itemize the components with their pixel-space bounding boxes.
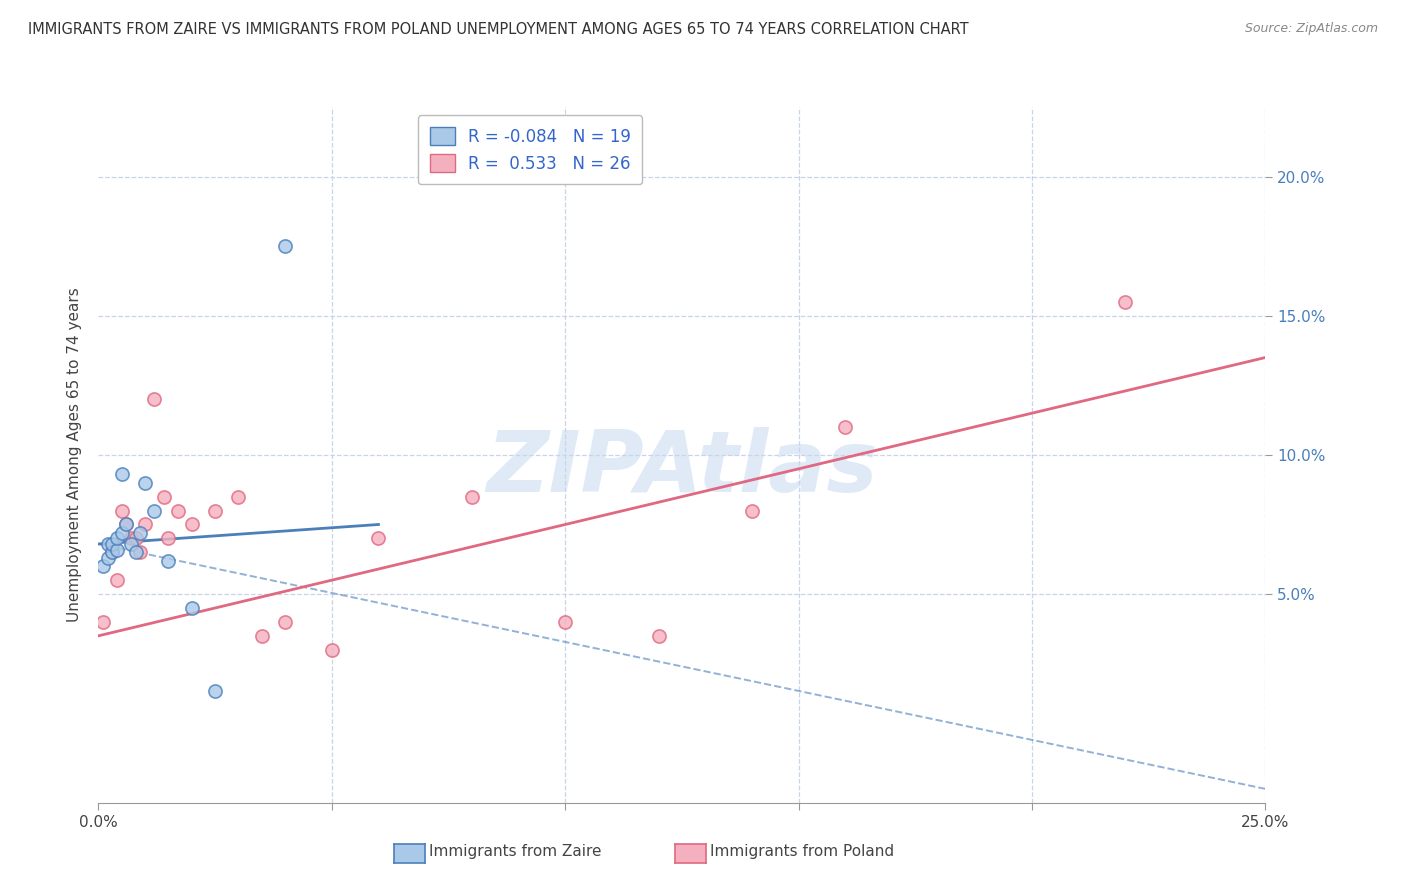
Point [97, 537, 120, 551]
Text: ZIPAtlas: ZIPAtlas [486, 427, 877, 510]
Point [101, 545, 124, 559]
Point [115, 517, 138, 532]
Point [461, 490, 484, 504]
Point [134, 517, 156, 532]
Point [105, 532, 128, 546]
Point [111, 503, 134, 517]
Legend: R = -0.084   N = 19, R =  0.533   N = 26: R = -0.084 N = 19, R = 0.533 N = 26 [418, 115, 643, 185]
Point [250, 629, 273, 643]
Y-axis label: Unemployment Among Ages 65 to 74 years: Unemployment Among Ages 65 to 74 years [67, 287, 83, 623]
Point [180, 601, 202, 615]
Point [647, 629, 669, 643]
Point [321, 642, 343, 657]
Point [120, 537, 142, 551]
Text: Source: ZipAtlas.com: Source: ZipAtlas.com [1244, 22, 1378, 36]
Point [105, 573, 128, 587]
Point [97, 550, 120, 565]
Point [834, 420, 856, 434]
Point [115, 517, 138, 532]
Point [180, 517, 202, 532]
Point [204, 684, 226, 698]
Point [228, 490, 250, 504]
Point [741, 503, 763, 517]
Point [204, 503, 226, 517]
Point [111, 467, 134, 482]
Point [166, 503, 188, 517]
Point [274, 615, 297, 629]
Point [129, 525, 152, 540]
Point [101, 545, 124, 559]
Point [157, 554, 180, 568]
Point [554, 615, 576, 629]
Point [120, 532, 142, 546]
Point [367, 532, 389, 546]
Point [1114, 294, 1136, 309]
Point [101, 537, 124, 551]
Point [111, 525, 134, 540]
Point [157, 532, 180, 546]
Point [143, 392, 166, 407]
Point [134, 475, 156, 490]
Point [143, 503, 166, 517]
Text: Immigrants from Poland: Immigrants from Poland [710, 845, 894, 859]
Point [152, 490, 174, 504]
Text: IMMIGRANTS FROM ZAIRE VS IMMIGRANTS FROM POLAND UNEMPLOYMENT AMONG AGES 65 TO 74: IMMIGRANTS FROM ZAIRE VS IMMIGRANTS FROM… [28, 22, 969, 37]
Point [129, 545, 152, 559]
Point [105, 542, 128, 557]
Text: Immigrants from Zaire: Immigrants from Zaire [429, 845, 602, 859]
Point [125, 532, 148, 546]
Point [125, 545, 148, 559]
Point [91, 615, 114, 629]
Point [91, 559, 114, 574]
Point [274, 239, 297, 253]
